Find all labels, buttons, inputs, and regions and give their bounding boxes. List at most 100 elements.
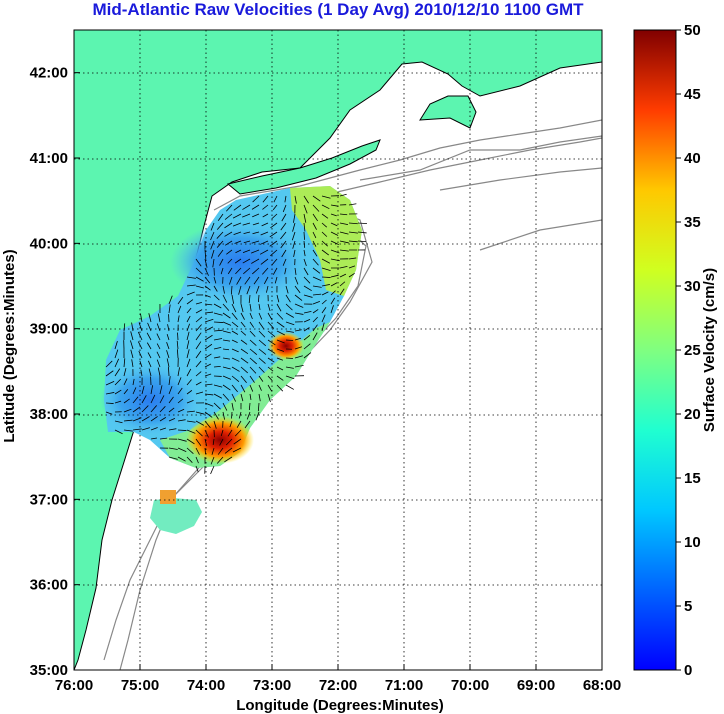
colorbar-tick-label: 15 — [684, 470, 701, 487]
velocity-vector — [130, 349, 134, 359]
x-axis-label: Longitude (Degrees:Minutes) — [236, 697, 444, 714]
velocity-vector — [186, 315, 191, 323]
velocity-vector — [213, 420, 217, 429]
velocity-vector — [303, 240, 306, 248]
velocity-vector — [236, 420, 242, 428]
velocity-vector — [168, 396, 174, 404]
velocity-vector — [141, 416, 150, 422]
velocity-vector — [321, 231, 328, 237]
velocity-vector — [312, 204, 320, 212]
velocity-vector — [271, 258, 278, 266]
velocity-vector — [248, 294, 251, 304]
velocity-vector — [357, 231, 367, 234]
velocity-vector — [276, 384, 284, 392]
velocity-vector — [177, 438, 187, 442]
velocity-vector — [249, 339, 257, 346]
velocity-vector — [177, 387, 183, 395]
colorbar-ticks: 0 5 10 15 20 25 30 35 40 45 50 — [676, 22, 701, 679]
velocity-vector — [177, 305, 182, 314]
velocity-vector — [263, 276, 269, 285]
velocity-vector — [244, 420, 251, 429]
velocity-vector — [186, 331, 190, 341]
velocity-vector — [213, 393, 223, 399]
velocity-vector — [159, 437, 168, 440]
velocity-vector — [186, 307, 192, 314]
velocity-vector — [242, 258, 251, 264]
velocity-vector — [339, 281, 346, 287]
velocity-vector — [240, 375, 247, 384]
velocity-vector — [195, 316, 203, 323]
velocity-vector — [123, 323, 126, 332]
velocity-vector — [204, 258, 208, 268]
velocity-vector — [186, 429, 196, 434]
velocity-vector — [186, 358, 191, 368]
velocity-vector — [282, 258, 287, 266]
velocity-vector — [140, 313, 143, 323]
velocity-vector — [186, 323, 190, 332]
colorbar-tick-label: 30 — [684, 278, 701, 295]
velocity-vector — [267, 375, 273, 382]
colorbar-tick-label: 0 — [684, 662, 692, 679]
velocity-vector — [159, 406, 166, 413]
x-tick-label: 76:00 — [55, 677, 93, 694]
velocity-vector — [195, 267, 203, 275]
velocity-vector — [231, 402, 234, 411]
velocity-vector — [303, 204, 308, 214]
velocity-vector — [321, 213, 329, 219]
velocity-vector — [157, 313, 161, 323]
velocity-vector — [213, 312, 223, 316]
velocity-vector — [242, 213, 251, 218]
velocity-vector — [312, 231, 317, 239]
velocity-vector — [303, 352, 312, 359]
map-plot-area — [74, 30, 602, 670]
velocity-vector — [291, 231, 296, 241]
velocity-vector — [217, 213, 224, 221]
velocity-vector — [294, 312, 304, 315]
velocity-vector — [285, 321, 295, 326]
velocity-vector — [139, 360, 143, 368]
velocity-vector — [148, 360, 152, 368]
velocity-vector — [285, 285, 289, 294]
velocity-vector — [224, 456, 233, 463]
velocity-vector — [148, 368, 152, 377]
velocity-vector — [195, 420, 205, 426]
velocity-vector — [140, 369, 143, 377]
colorbar-tick-label: 40 — [684, 150, 701, 167]
velocity-vector — [166, 333, 170, 341]
velocity-vector — [168, 295, 173, 305]
velocity-vector — [276, 348, 285, 352]
velocity-vector — [213, 285, 218, 292]
velocity-vector — [312, 324, 318, 332]
velocity-vector — [114, 378, 122, 386]
velocity-vector — [294, 364, 304, 368]
velocity-vector — [186, 340, 190, 350]
velocity-vector — [204, 311, 214, 314]
velocity-vector — [252, 231, 260, 235]
velocity-vector — [210, 456, 215, 465]
velocity-vector — [204, 447, 206, 455]
velocity-vector — [177, 447, 187, 452]
velocity-vector — [195, 301, 202, 305]
velocity-vector — [177, 367, 180, 377]
velocity-vector — [156, 343, 161, 350]
velocity-vector — [294, 337, 302, 341]
velocity-vector — [276, 294, 280, 303]
velocity-vector — [312, 240, 317, 247]
velocity-vector — [213, 276, 217, 284]
velocity-vector — [222, 393, 230, 401]
velocity-vector — [261, 222, 269, 227]
velocity-vector — [195, 276, 204, 282]
velocity-vector — [243, 240, 251, 244]
velocity-vector — [150, 405, 157, 413]
velocity-vector — [303, 249, 306, 257]
velocity-vector — [330, 204, 339, 207]
velocity-vector — [177, 315, 180, 323]
velocity-vector — [186, 390, 193, 395]
velocity-vector — [222, 366, 231, 370]
velocity-vector — [105, 392, 115, 395]
map-grid — [74, 30, 602, 670]
velocity-vector — [285, 294, 291, 303]
velocity-vector — [186, 284, 196, 287]
velocity-vector — [204, 383, 213, 386]
velocity-vector — [262, 213, 269, 218]
